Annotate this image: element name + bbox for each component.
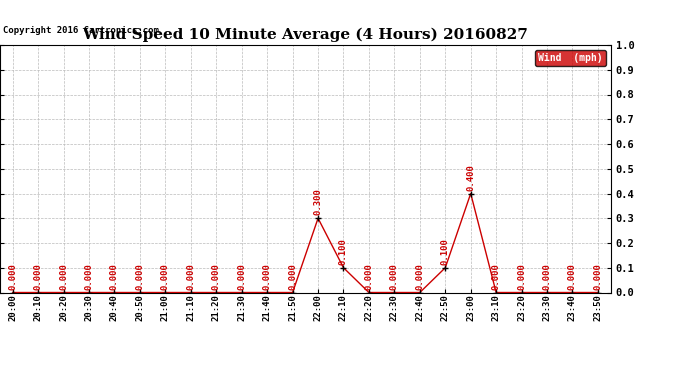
Text: 0.000: 0.000: [135, 263, 144, 290]
Text: 0.100: 0.100: [339, 238, 348, 265]
Text: 0.000: 0.000: [237, 263, 246, 290]
Text: 0.000: 0.000: [288, 263, 297, 290]
Text: 0.000: 0.000: [34, 263, 43, 290]
Text: 0.000: 0.000: [212, 263, 221, 290]
Text: 0.000: 0.000: [161, 263, 170, 290]
Text: 0.000: 0.000: [568, 263, 577, 290]
Text: 0.000: 0.000: [517, 263, 526, 290]
Text: Copyright 2016 Cartronics.com: Copyright 2016 Cartronics.com: [3, 26, 159, 35]
Text: 0.000: 0.000: [593, 263, 602, 290]
Text: 0.000: 0.000: [59, 263, 68, 290]
Text: 0.000: 0.000: [542, 263, 551, 290]
Text: 0.400: 0.400: [466, 164, 475, 191]
Text: 0.100: 0.100: [441, 238, 450, 265]
Text: 0.000: 0.000: [8, 263, 17, 290]
Text: 0.000: 0.000: [390, 263, 399, 290]
Title: Wind Speed 10 Minute Average (4 Hours) 20160827: Wind Speed 10 Minute Average (4 Hours) 2…: [82, 28, 529, 42]
Legend: Wind  (mph): Wind (mph): [535, 50, 606, 66]
Text: 0.300: 0.300: [313, 189, 322, 216]
Text: 0.000: 0.000: [186, 263, 195, 290]
Text: 0.000: 0.000: [492, 263, 501, 290]
Text: 0.000: 0.000: [415, 263, 424, 290]
Text: 0.000: 0.000: [263, 263, 272, 290]
Text: 0.000: 0.000: [110, 263, 119, 290]
Text: 0.000: 0.000: [364, 263, 373, 290]
Text: 0.000: 0.000: [85, 263, 94, 290]
